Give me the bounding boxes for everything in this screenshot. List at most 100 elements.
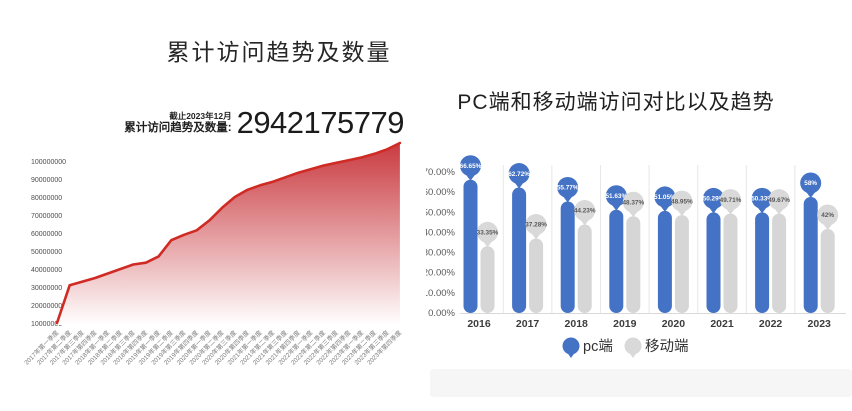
- bubble-mobile-2021-tip: [726, 208, 735, 215]
- bar-xtick-2016: 2016: [467, 318, 491, 330]
- bubble-pc-2019-label: 51.63%: [605, 193, 627, 200]
- bar-ytick: 30.00%: [426, 248, 456, 259]
- bar-xtick-2020: 2020: [662, 318, 686, 330]
- bar-ytick: 40.00%: [426, 227, 456, 238]
- bar-mobile-2022: [772, 213, 787, 313]
- bar-xtick-2018: 2018: [565, 318, 589, 330]
- bar-mobile-2018: [577, 224, 592, 313]
- bubble-pc-2023-tip: [806, 192, 816, 198]
- bar-mobile-2019: [626, 216, 641, 313]
- bar-mobile-2016: [480, 246, 495, 313]
- bar-xtick-2022: 2022: [759, 318, 783, 330]
- bar-mobile-2017: [529, 238, 544, 313]
- cumulative-stat: 截止2023年12月 累计访问趋势及数量: 2942175779: [120, 105, 404, 141]
- bubble-mobile-2021-label: 49.71%: [720, 197, 742, 204]
- bubble-mobile-2017-tip: [531, 233, 541, 240]
- bar-pc-2020: [657, 210, 672, 313]
- bubble-pc-2022: [751, 187, 773, 209]
- bar-ytick: 20.00%: [426, 268, 456, 279]
- bar-mobile-2021: [723, 213, 738, 313]
- bar-mobile-2023: [820, 229, 835, 313]
- bubble-mobile-2017: [525, 213, 547, 235]
- bubble-mobile-2020-label: 48.95%: [671, 198, 693, 205]
- bubble-mobile-2019-tip: [628, 211, 638, 218]
- left-chart-title: 累计访问趋势及数量: [166, 39, 392, 65]
- bubble-pc-2021: [703, 187, 724, 209]
- area-ytick: 70000000: [31, 213, 62, 220]
- stat-value: 2942175779: [236, 105, 405, 140]
- bubble-mobile-2016-label: 33.35%: [477, 230, 499, 237]
- area-ytick: 50000000: [31, 249, 62, 256]
- bubble-mobile-2020: [671, 190, 693, 212]
- bubble-mobile-2023: [817, 204, 839, 226]
- bar-ytick: 10.00%: [426, 288, 456, 299]
- footer-strip: [430, 369, 852, 397]
- bubble-pc-2023: [800, 172, 822, 194]
- bubble-mobile-2019-label: 48.37%: [622, 199, 644, 206]
- bar-ytick: 60.00%: [426, 187, 456, 198]
- area-ytick: 100000000: [31, 159, 66, 166]
- bar-pc-2017: [512, 187, 527, 313]
- bubble-mobile-2018-label: 44.23%: [574, 208, 596, 215]
- area-ytick: 20000000: [31, 303, 62, 310]
- bubble-mobile-2019: [622, 191, 644, 213]
- bubble-pc-2016: [460, 155, 481, 177]
- area-ytick: 10000000: [31, 321, 62, 328]
- legend-mobile-icon: [624, 337, 642, 355]
- bubble-pc-2016-label: 66.65%: [460, 163, 482, 170]
- legend-mobile-label: 移动端: [645, 338, 689, 355]
- stat-captions: 截止2023年12月 累计访问趋势及数量:: [124, 111, 231, 136]
- bar-xtick-2023: 2023: [808, 318, 832, 330]
- bubble-mobile-2017-label: 37.28%: [525, 222, 547, 229]
- area-line: [55, 141, 402, 325]
- bubble-pc-2020: [654, 186, 676, 208]
- legend-pc-label: pc端: [583, 338, 613, 355]
- bubble-pc-2019-tip: [611, 204, 621, 211]
- bubble-pc-2021-label: 50.29%: [703, 196, 725, 203]
- bubble-pc-2017: [508, 163, 530, 185]
- bar-ytick: 0.00%: [428, 308, 455, 319]
- pc-mobile-bar-chart: 70.00% 60.00% 50.00% 40.00% 30.00% 20.00% 10.0…: [426, 155, 846, 358]
- bubble-pc-2021-tip: [709, 207, 718, 214]
- bubble-mobile-2016-tip: [483, 241, 492, 248]
- bubble-mobile-2016: [477, 221, 498, 243]
- bar-mobile-2020: [674, 215, 689, 313]
- right-chart-title: PC端和移动端访问对比以及趋势: [457, 91, 775, 114]
- bubble-mobile-2021: [720, 189, 741, 211]
- bubble-pc-2020-label: 51.05%: [654, 194, 676, 201]
- area-fill: [57, 143, 400, 325]
- area-ytick: 30000000: [31, 285, 62, 292]
- bar-pc-2016: [463, 179, 478, 313]
- bubble-mobile-2022-label: 49.67%: [768, 197, 790, 204]
- bubble-pc-2018: [557, 176, 579, 198]
- bar-xtick-2021: 2021: [710, 318, 734, 330]
- bar-pc-2021: [706, 212, 721, 313]
- stat-caption-date: 截止2023年12月: [169, 110, 232, 121]
- bubble-pc-2023-label: 58%: [804, 180, 817, 187]
- bubble-mobile-2022: [768, 189, 790, 211]
- bar-ytick: 50.00%: [426, 207, 456, 218]
- bubble-pc-2017-tip: [514, 182, 524, 189]
- area-ytick: 80000000: [31, 195, 62, 202]
- bubble-mobile-2022-tip: [774, 208, 784, 215]
- area-ytick: 60000000: [31, 231, 62, 238]
- bar-pc-2023: [803, 197, 818, 313]
- bar-xtick-2017: 2017: [516, 318, 540, 330]
- bubble-pc-2019: [605, 185, 627, 207]
- bar-xtick-2019: 2019: [613, 318, 637, 330]
- bar-pc-2018: [560, 201, 575, 313]
- bubble-pc-2018-label: 55.77%: [557, 185, 579, 192]
- stat-caption-label: 累计访问趋势及数量:: [124, 122, 232, 135]
- legend-pc-icon: [562, 337, 580, 355]
- bubble-pc-2020-tip: [660, 205, 670, 212]
- bubble-pc-2022-tip: [757, 207, 767, 214]
- bar-pc-2019: [609, 209, 624, 313]
- bubble-pc-2017-label: 62.72%: [508, 171, 530, 178]
- area-ytick: 40000000: [31, 267, 62, 274]
- bubble-mobile-2023-tip: [823, 224, 833, 230]
- bubble-mobile-2018-tip: [580, 219, 590, 226]
- bubble-pc-2018-tip: [563, 196, 573, 203]
- bubble-mobile-2020-tip: [677, 210, 687, 217]
- cumulative-area-chart: 100000000 90000000 80000000 70000000 6000000…: [22, 141, 404, 367]
- bar-pc-2022: [755, 212, 770, 313]
